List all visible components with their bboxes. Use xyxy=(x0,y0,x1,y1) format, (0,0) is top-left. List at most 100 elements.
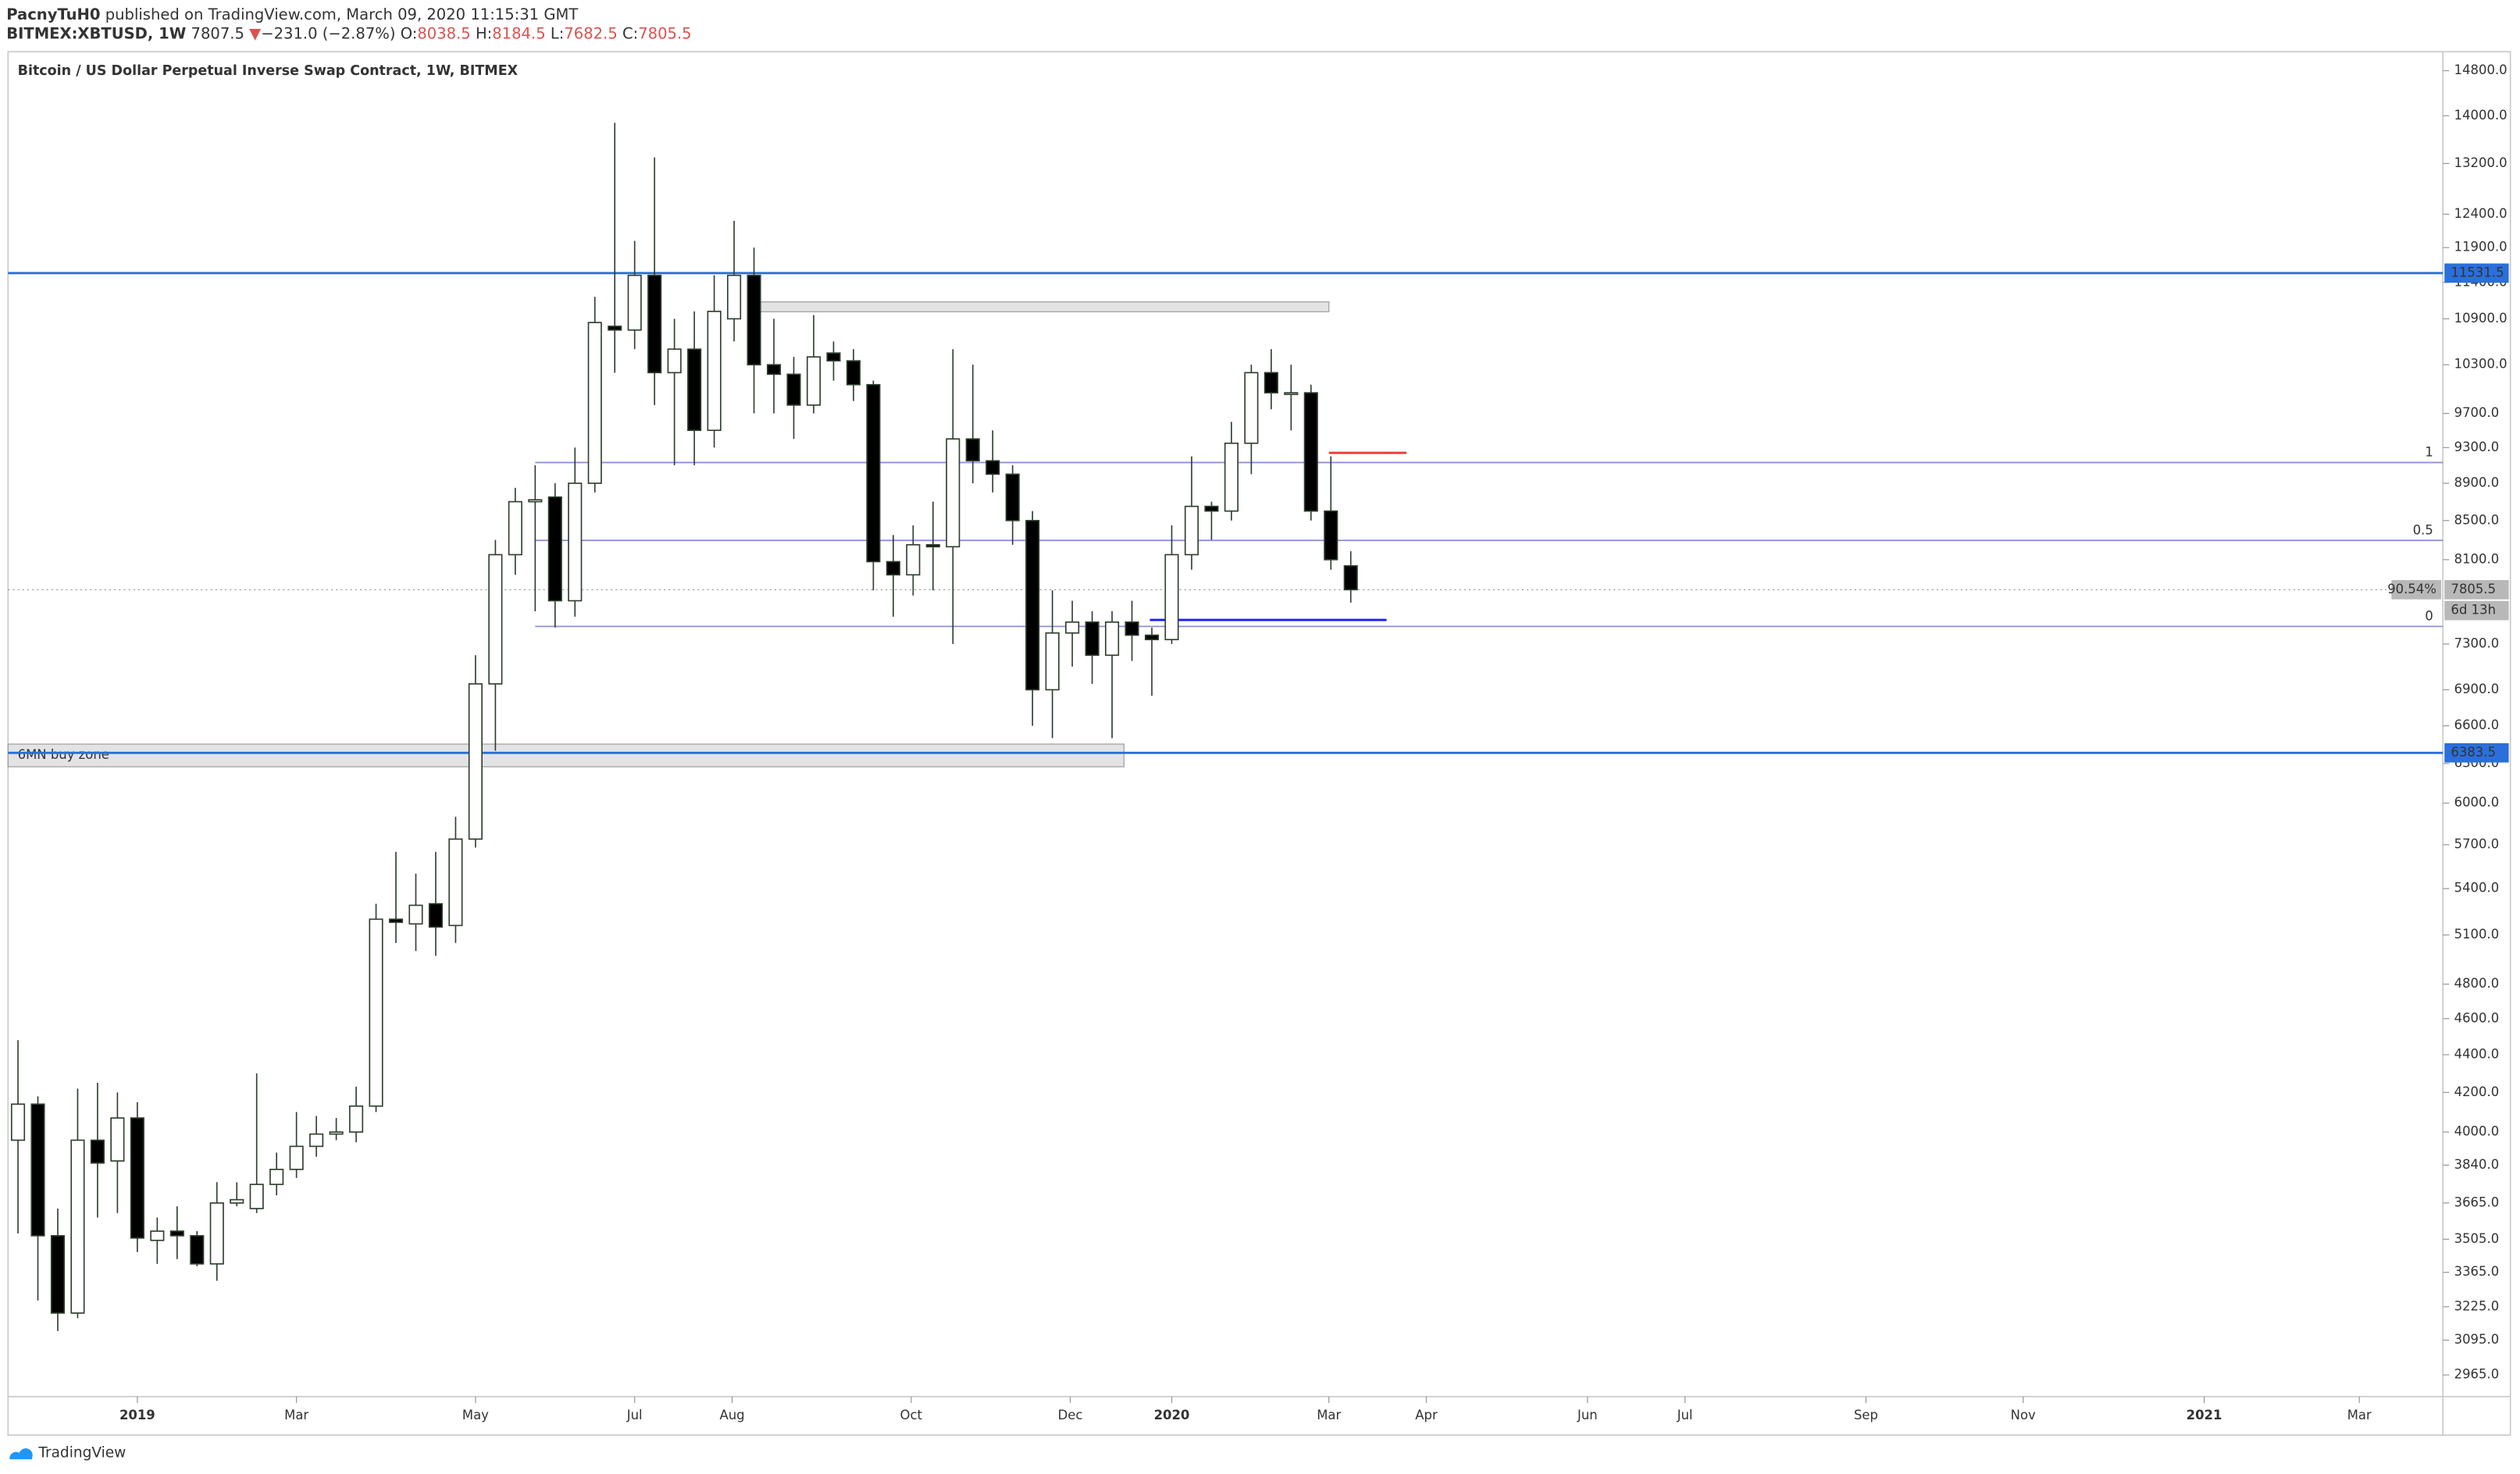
candle-body xyxy=(50,1235,66,1314)
ohlc-h-key: H: xyxy=(476,24,492,42)
brand-logo: TradingView xyxy=(9,1444,126,1461)
logo-cloud xyxy=(9,1448,33,1460)
candle-body xyxy=(190,1235,205,1265)
y-tick-label: 3365.0 xyxy=(2454,1264,2500,1279)
last: 7807.5 xyxy=(191,24,244,42)
fib-label: 1 xyxy=(2425,445,2433,460)
candle-body xyxy=(1085,621,1100,657)
candle-body xyxy=(826,352,841,361)
candle-body xyxy=(369,918,383,1107)
x-tick-label: Mar xyxy=(284,1408,308,1422)
zone-label: 6MN buy zone xyxy=(18,747,109,762)
candle-body xyxy=(866,383,881,563)
candle-body xyxy=(886,561,900,576)
candle-body xyxy=(727,274,742,320)
candle-body xyxy=(1244,372,1259,444)
symbol: BITMEX:XBTUSD, 1W xyxy=(6,24,186,42)
candle-body xyxy=(1125,621,1139,636)
candle-body xyxy=(468,683,483,840)
candle-body xyxy=(1164,554,1179,641)
candle-body xyxy=(547,496,562,602)
chart-title: Bitcoin / US Dollar Perpetual Inverse Sw… xyxy=(18,63,519,79)
candle-body xyxy=(448,838,463,927)
y-tick-label: 6600.0 xyxy=(2454,717,2500,732)
x-tick-label: Dec xyxy=(1058,1408,1083,1422)
y-tick-label: 9300.0 xyxy=(2454,440,2500,454)
header-line-2: BITMEX:XBTUSD, 1W 7807.5 ▼−231.0 (−2.87%… xyxy=(6,24,691,42)
candle-body xyxy=(687,348,702,432)
candle-body xyxy=(488,554,503,685)
ohlc-o: 8038.5 xyxy=(417,24,470,42)
candle-body xyxy=(309,1133,324,1148)
candle-body xyxy=(1065,621,1080,634)
y-tick-label: 5100.0 xyxy=(2454,927,2500,942)
y-tick-label: 14000.0 xyxy=(2454,108,2508,123)
candle-body xyxy=(289,1145,304,1170)
zone xyxy=(753,301,1330,312)
price-label-box xyxy=(2444,263,2509,283)
y-tick-label: 3505.0 xyxy=(2454,1231,2500,1246)
x-tick-label: May xyxy=(462,1408,489,1422)
y-tick-label: 6000.0 xyxy=(2454,795,2500,810)
change: −231.0 (−2.87%) xyxy=(261,24,395,42)
candle-body xyxy=(965,438,980,462)
brand: TradingView xyxy=(37,1444,126,1461)
candle-body xyxy=(608,326,622,331)
candle-body xyxy=(568,482,583,602)
price-label: 11531.5 xyxy=(2451,265,2504,279)
candle-body xyxy=(925,543,940,548)
y-tick-label: 5400.0 xyxy=(2454,881,2500,895)
author: PacnyTuH0 xyxy=(6,5,100,23)
candle-body xyxy=(1005,473,1020,522)
countdown-box xyxy=(2444,600,2509,621)
y-tick-label: 10300.0 xyxy=(2454,357,2508,372)
x-tick-label: 2020 xyxy=(1154,1408,1190,1422)
candle-body xyxy=(10,1103,26,1141)
candle-body xyxy=(209,1202,224,1265)
ohlc-h: 8184.5 xyxy=(492,24,545,42)
candle-body xyxy=(647,274,662,374)
candle-body xyxy=(986,460,1000,475)
candle-body xyxy=(508,500,522,556)
chart-frame xyxy=(7,51,2511,1437)
candle-body xyxy=(110,1117,125,1162)
y-tick-label: 3095.0 xyxy=(2454,1332,2500,1347)
candle-body xyxy=(667,348,682,374)
candle-body xyxy=(1303,392,1318,512)
fib-label: 0.5 xyxy=(2413,522,2433,537)
candle-body xyxy=(766,364,782,376)
y-tick-label: 6900.0 xyxy=(2454,682,2500,696)
y-tick-label: 10900.0 xyxy=(2454,311,2508,326)
x-tick-label: Mar xyxy=(2347,1408,2372,1422)
candle-body xyxy=(846,360,861,386)
percent-label: 90.54% xyxy=(2387,582,2436,596)
fib-label: 0 xyxy=(2425,609,2433,624)
y-tick-label: 14800.0 xyxy=(2454,62,2508,77)
candle-body xyxy=(1224,442,1239,512)
candle-body xyxy=(130,1117,144,1239)
candle-body xyxy=(747,274,761,366)
ohlc-c-key: C: xyxy=(622,24,638,42)
y-tick-label: 12400.0 xyxy=(2454,206,2508,221)
candle-body xyxy=(329,1131,344,1135)
candle-body xyxy=(230,1198,244,1204)
y-tick-label: 3225.0 xyxy=(2454,1298,2500,1313)
x-tick-label: Apr xyxy=(1415,1408,1438,1422)
price-label: 6383.5 xyxy=(2451,745,2497,760)
arrow: ▼ xyxy=(249,24,261,42)
x-tick-label: Jul xyxy=(1677,1408,1693,1422)
y-tick-label: 8900.0 xyxy=(2454,475,2500,490)
candle-body xyxy=(70,1139,85,1314)
candle-body xyxy=(627,274,642,331)
y-tick-label: 11900.0 xyxy=(2454,240,2508,255)
candle-body xyxy=(1324,510,1338,561)
candle-body xyxy=(587,322,602,484)
candle-body xyxy=(707,311,722,432)
candle-body xyxy=(1045,632,1060,691)
candle-body xyxy=(408,904,423,925)
zone xyxy=(7,743,1125,767)
y-tick-label: 9700.0 xyxy=(2454,405,2500,420)
candle-body xyxy=(1343,564,1358,591)
